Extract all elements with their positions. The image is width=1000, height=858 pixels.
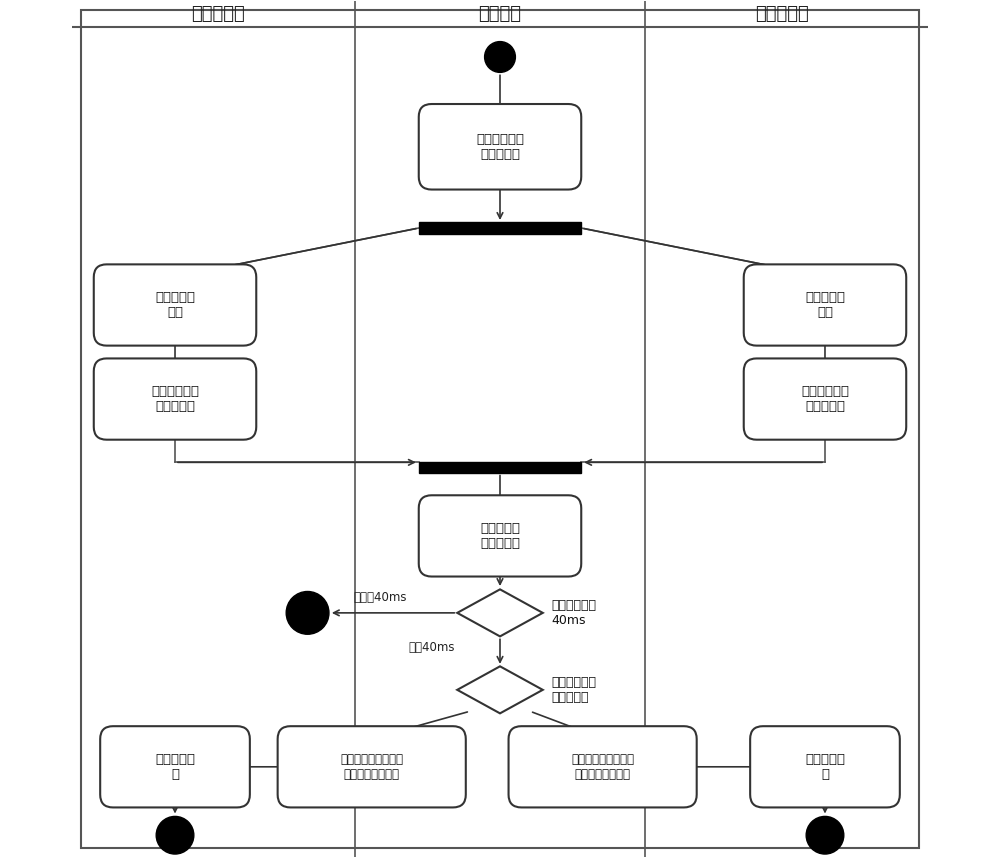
Text: 服务器端: 服务器端 (479, 5, 522, 23)
FancyBboxPatch shape (744, 264, 906, 346)
Text: 暂停同步时
间: 暂停同步时 间 (155, 752, 195, 781)
Bar (419, 462, 581, 473)
Text: 右眼客户端: 右眼客户端 (755, 5, 809, 23)
FancyBboxPatch shape (744, 359, 906, 439)
FancyBboxPatch shape (419, 104, 581, 190)
Text: 计算两客户
端的进度差: 计算两客户 端的进度差 (480, 522, 520, 550)
FancyBboxPatch shape (278, 726, 466, 807)
Text: 哪个客户端的
进度比较快: 哪个客户端的 进度比较快 (551, 676, 596, 704)
Circle shape (485, 41, 515, 72)
Text: 向右眼客户端发送同
步指令和同步时间: 向右眼客户端发送同 步指令和同步时间 (571, 752, 634, 781)
Text: 接收到查询
指令: 接收到查询 指令 (805, 291, 845, 319)
Text: 左眼客户端: 左眼客户端 (191, 5, 245, 23)
Circle shape (286, 591, 329, 634)
FancyBboxPatch shape (100, 726, 250, 807)
Text: 向服务器端发
送播放进度: 向服务器端发 送播放进度 (801, 385, 849, 413)
Text: 暂停同步时
间: 暂停同步时 间 (805, 752, 845, 781)
FancyBboxPatch shape (509, 726, 697, 807)
FancyBboxPatch shape (419, 495, 581, 577)
Bar (419, 222, 581, 233)
Polygon shape (457, 667, 543, 713)
Text: 差值是否大于
40ms: 差值是否大于 40ms (551, 599, 596, 627)
FancyBboxPatch shape (94, 264, 256, 346)
Circle shape (806, 817, 844, 854)
Text: 接收到查询
指令: 接收到查询 指令 (155, 291, 195, 319)
Text: 大于40ms: 大于40ms (408, 641, 455, 654)
Polygon shape (457, 589, 543, 637)
Circle shape (156, 817, 194, 854)
Text: 向服务器端发
送播放进度: 向服务器端发 送播放进度 (151, 385, 199, 413)
FancyBboxPatch shape (94, 359, 256, 439)
Text: 不大于40ms: 不大于40ms (354, 591, 407, 604)
Text: 向左眼客户端发送同
步指令和同步时间: 向左眼客户端发送同 步指令和同步时间 (340, 752, 403, 781)
Text: 向两客户端发
送查询指令: 向两客户端发 送查询指令 (476, 133, 524, 160)
FancyBboxPatch shape (750, 726, 900, 807)
